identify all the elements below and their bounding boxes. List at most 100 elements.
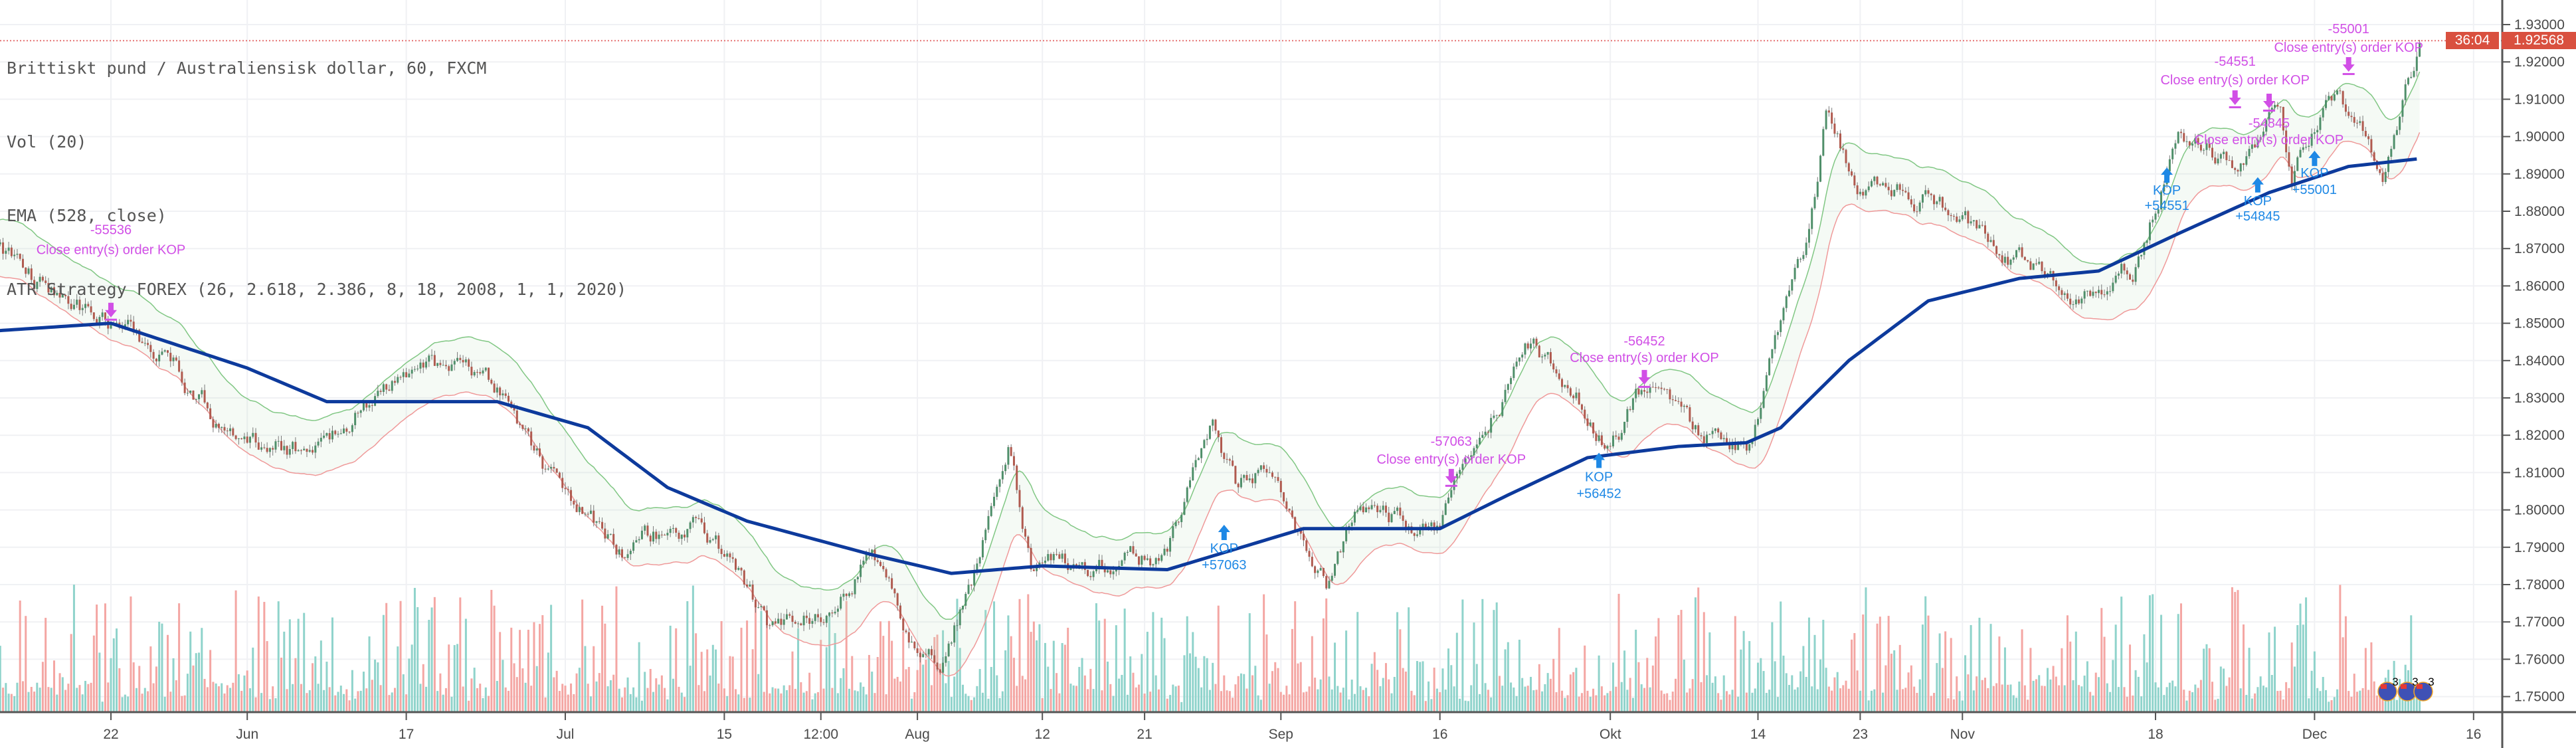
candle-body — [303, 448, 306, 450]
candle-body — [831, 612, 834, 614]
candle-body — [1325, 576, 1328, 589]
candle-body — [169, 353, 172, 361]
volume-bar — [1569, 674, 1572, 712]
candle-body — [2029, 261, 2032, 270]
volume-bar — [1992, 686, 1995, 712]
volume-bar — [1751, 692, 1754, 712]
candle-body — [1243, 475, 1245, 478]
volume-bar — [499, 632, 502, 712]
volume-bar — [2231, 587, 2233, 712]
volume-bar — [544, 697, 547, 712]
volume-bar — [172, 658, 175, 712]
time-tick-label: 12:00 — [803, 727, 838, 742]
volume-bar — [1987, 688, 1989, 712]
candle-body — [774, 621, 777, 624]
volume-bar — [925, 659, 927, 712]
volume-bar — [1419, 662, 1422, 712]
volume-bar — [2, 688, 5, 712]
candle-body — [1902, 189, 1904, 191]
volume-bar — [1172, 684, 1174, 712]
legend-strategy[interactable]: ATR Strategy FOREX (26, 2.618, 2.386, 8,… — [7, 280, 627, 299]
candle-body — [740, 567, 743, 571]
volume-bar — [502, 660, 504, 712]
volume-bar — [2319, 691, 2322, 712]
volume-bar — [2367, 690, 2370, 712]
candle-body — [354, 413, 357, 426]
volume-bar — [1308, 686, 1311, 712]
price-tick-label: 1.86000 — [2514, 278, 2565, 294]
volume-bar — [1232, 698, 1234, 712]
volume-bar — [1742, 630, 1745, 712]
legend-ema[interactable]: EMA (528, close) — [7, 206, 167, 225]
volume-bar — [1339, 692, 1342, 712]
candle-body — [266, 448, 268, 452]
volume-bar — [2293, 666, 2296, 712]
candle-body — [1754, 424, 1756, 441]
price-axis[interactable]: 1.930001.920001.910001.900001.890001.880… — [2501, 0, 2565, 748]
entry-label: KOP — [1210, 541, 1238, 556]
candle-body — [76, 300, 78, 305]
legend-volume[interactable]: Vol (20) — [7, 132, 87, 151]
volume-bar — [1745, 692, 1748, 712]
time-axis[interactable]: 22 Jun 17 Jul 15 12:00 Aug 12 21 Sep 16 Okt 14 23 Nov 1… — [0, 711, 2576, 742]
volume-bar — [189, 631, 192, 712]
candle-body — [1711, 430, 1714, 434]
volume-bar — [686, 601, 689, 712]
candle-body — [476, 371, 478, 373]
volume-bar — [1402, 668, 1404, 712]
volume-bar — [2214, 700, 2217, 712]
volume-bar — [1617, 593, 1620, 712]
candle-body — [1842, 148, 1845, 150]
candle-body — [879, 561, 882, 566]
volume-bar — [1430, 699, 1433, 712]
candle-body — [936, 662, 939, 670]
volume-bar — [195, 653, 197, 712]
volume-bar — [16, 682, 19, 712]
volume-bar — [1368, 696, 1370, 712]
candle-body — [141, 341, 143, 343]
candle-body — [1871, 181, 1873, 187]
candle-body — [942, 662, 945, 673]
volume-bar — [237, 674, 240, 712]
candle-body — [39, 276, 41, 282]
candle-body — [1251, 478, 1254, 484]
candle-body — [1944, 207, 1947, 211]
candle-body — [1918, 202, 1921, 212]
candle-body — [1671, 399, 1674, 401]
candle-body — [751, 584, 754, 600]
time-tick-label: Sep — [1269, 727, 1293, 742]
volume-bar — [1115, 625, 1117, 712]
volume-bar — [1918, 679, 1921, 712]
volume-bar — [175, 680, 177, 712]
candle-body — [717, 535, 720, 549]
close-pnl: -54551 — [2215, 54, 2256, 69]
candle-body — [640, 530, 643, 539]
volume-bar — [1459, 698, 1461, 712]
volume-bar — [2353, 674, 2355, 712]
price-tick-label: 1.89000 — [2514, 167, 2565, 182]
candle-body — [629, 551, 632, 555]
volume-bar — [845, 601, 848, 712]
volume-bar — [2061, 648, 2063, 712]
candle-body — [1887, 187, 1890, 191]
volume-bar — [1248, 613, 1251, 712]
volume-bar — [1226, 690, 1228, 712]
volume-bar — [1001, 691, 1004, 712]
volume-bar — [1067, 627, 1069, 712]
volume-bar — [1816, 689, 1819, 712]
volume-bar — [749, 698, 751, 712]
volume-bar — [1916, 693, 1918, 712]
candle-body — [2328, 96, 2330, 100]
volume-bar — [1972, 690, 1975, 712]
candle-body — [2032, 263, 2035, 270]
candle-body — [1566, 385, 1569, 389]
candle-body — [593, 510, 595, 523]
candle-body — [1913, 204, 1916, 212]
candle-body — [1961, 215, 1964, 220]
arrow-down-icon — [2342, 56, 2355, 72]
legend-symbol[interactable]: Brittiskt pund / Australiensisk dollar, … — [7, 58, 487, 78]
volume-bar — [2171, 680, 2174, 712]
volume-bar — [1214, 684, 1217, 712]
